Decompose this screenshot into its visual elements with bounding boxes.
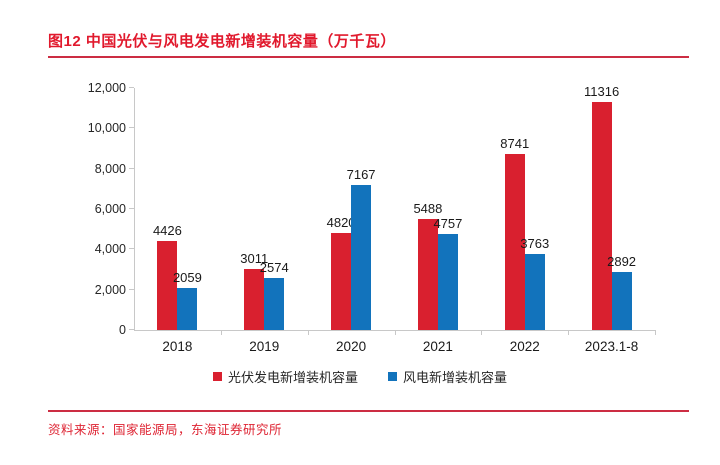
- bar-wind: [351, 185, 372, 330]
- bar-value-label: 4757: [433, 216, 463, 232]
- bar-wind: [437, 234, 458, 330]
- x-tick-mark: [568, 331, 570, 335]
- y-tick-mark: [129, 167, 134, 169]
- x-tick-mark: [394, 331, 396, 335]
- y-tick-label: 10,000: [87, 121, 126, 136]
- y-tick-mark: [129, 288, 134, 290]
- x-tick-label: 2023.1-8: [584, 339, 639, 354]
- y-tick-label: 2,000: [94, 282, 126, 297]
- bar-value-label: 3763: [520, 236, 550, 252]
- y-tick-label: 0: [119, 323, 126, 337]
- legend-swatch-wind: [388, 372, 397, 381]
- x-tick-label: 2021: [422, 339, 453, 354]
- x-tick-mark: [655, 331, 656, 335]
- x-tick-label: 2022: [509, 339, 540, 354]
- y-tick-mark: [129, 87, 134, 88]
- bar-value-label: 7167: [346, 167, 376, 183]
- x-tick-label: 2018: [162, 339, 193, 354]
- bar-wind: [611, 271, 632, 330]
- x-tick-mark: [307, 331, 309, 335]
- bar-value-label: 2574: [259, 260, 289, 276]
- y-tick-label: 12,000: [87, 81, 126, 95]
- figure-title: 图12 中国光伏与风电发电新增装机容量（万千瓦）: [48, 33, 396, 50]
- legend-swatch-pv: [212, 372, 222, 381]
- bar-value-label: 8741: [500, 135, 530, 151]
- y-tick-mark: [129, 127, 134, 129]
- bar-value-label: 2059: [172, 270, 202, 286]
- x-tick-mark: [220, 331, 222, 335]
- bar-value-label: 2892: [607, 253, 637, 269]
- legend-item: 风电新增装机容量: [388, 367, 507, 386]
- bar-value-label: 4820: [326, 214, 356, 230]
- chart-legend: 光伏发电新增装机容量 风电新增装机容量: [0, 367, 720, 386]
- bar-value-label: 3011: [240, 251, 269, 267]
- footer-rule: [48, 410, 689, 412]
- legend-item: 光伏发电新增装机容量: [212, 367, 358, 386]
- y-tick-label: 8,000: [94, 161, 126, 176]
- bar-value-label: 11316: [583, 83, 620, 99]
- x-tick-label: 2020: [336, 339, 367, 354]
- bar-wind: [264, 278, 285, 330]
- bar-wind: [177, 288, 198, 330]
- bar-pv: [591, 101, 612, 330]
- y-tick-label: 6,000: [94, 202, 126, 216]
- legend-label: 风电新增装机容量: [403, 370, 508, 385]
- y-tick-mark: [129, 248, 134, 250]
- title-underline: [48, 56, 689, 58]
- bar-pv: [157, 240, 178, 330]
- y-tick-mark: [129, 208, 134, 209]
- y-tick-mark: [129, 329, 134, 330]
- source-note: 资料来源：国家能源局，东海证券研究所: [48, 423, 283, 437]
- legend-label: 光伏发电新增装机容量: [227, 370, 358, 385]
- bar-value-label: 4426: [152, 222, 182, 238]
- x-tick-mark: [481, 331, 483, 335]
- bar-pv: [244, 269, 265, 330]
- bar-value-label: 5488: [413, 201, 443, 217]
- x-tick-label: 2019: [249, 339, 280, 354]
- y-tick-label: 4,000: [94, 242, 126, 257]
- bar-pv: [504, 153, 525, 330]
- bar-pv: [331, 232, 352, 330]
- bar-pv: [417, 219, 438, 330]
- bar-wind: [524, 254, 545, 330]
- plot-area: [134, 88, 656, 331]
